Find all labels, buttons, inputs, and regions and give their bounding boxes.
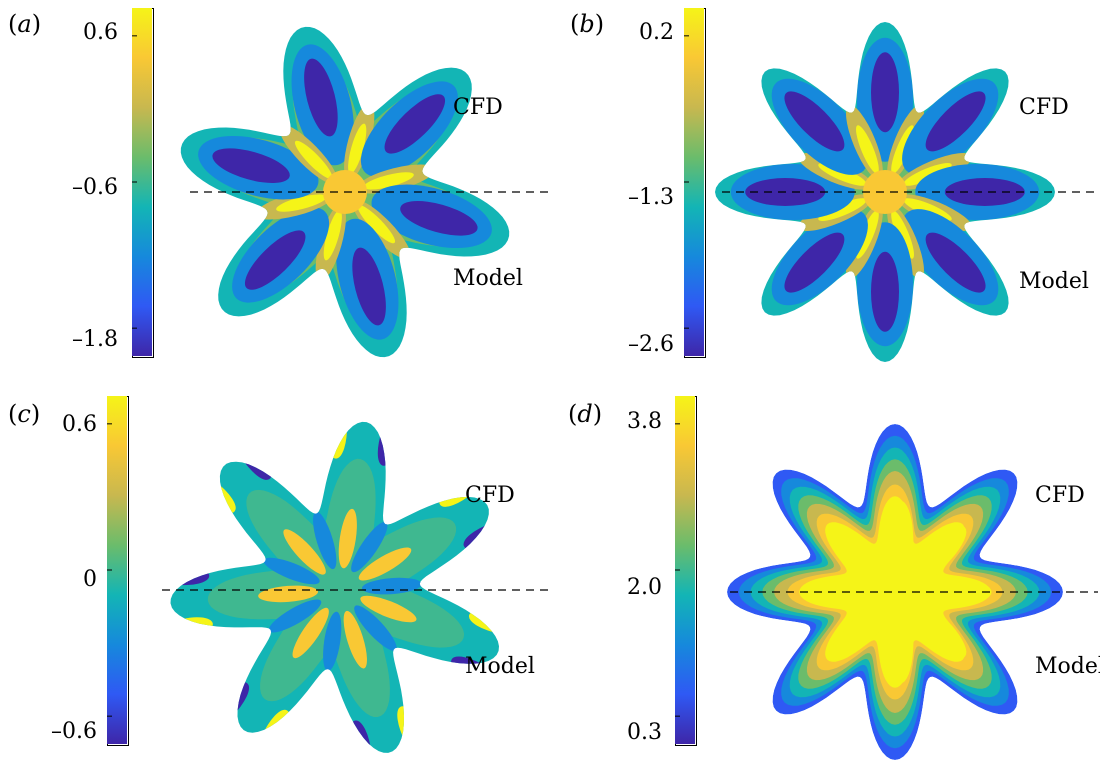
colorbar-tick-a-2: –1.8 <box>72 327 118 352</box>
contour-inner-c-9 <box>268 599 322 633</box>
colorbar-tick-d-0: 3.8 <box>627 409 662 434</box>
model-label-a: Model <box>453 266 523 291</box>
contour-inner-c-1 <box>351 521 388 573</box>
cfd-label-a: CFD <box>453 95 503 120</box>
contour-lobe-core-b-3 <box>925 232 986 293</box>
colorbar-tick-a-0: 0.6 <box>83 20 118 45</box>
panel-b: (b) 0.2 –1.3 –2.6 CFD Model <box>550 0 1100 382</box>
colorbar-fill-b <box>684 8 704 356</box>
contour-ridge-peak-b-1 <box>903 163 952 186</box>
contour-mid-c <box>207 458 465 717</box>
contour-edge-high-c-0 <box>322 421 348 459</box>
contour-field-d <box>727 424 1063 760</box>
contour-center-b <box>863 170 907 214</box>
cfd-label-b: CFD <box>1019 95 1069 120</box>
contour-inner-c-7 <box>323 611 342 672</box>
contour-lobe-core-b-7 <box>784 91 845 152</box>
contour-field-c <box>170 421 499 753</box>
contour-lobe-core-b-5 <box>784 232 845 293</box>
colorbar-fill-a <box>132 8 152 356</box>
contour-ridge-peak-a-4 <box>276 194 327 212</box>
contour-inner-c-13 <box>313 511 337 570</box>
contour-lobe-core-a-0 <box>304 58 338 137</box>
colorbar-tick-c-1: 0 <box>83 567 97 592</box>
contour-plot-a <box>132 8 548 358</box>
contour-ridge-peak-a-0 <box>348 123 367 174</box>
contour-inner-c-4 <box>360 595 417 623</box>
contour-lobe-core-b-0 <box>871 52 899 133</box>
contour-plot-c <box>107 396 548 753</box>
contour-ridge-peak-b-7 <box>856 125 879 174</box>
contour-inner-c-2 <box>358 547 412 581</box>
contour-ridge-peak-a-5 <box>294 140 333 179</box>
contour-ridge-peak-a-3 <box>323 210 342 261</box>
colorbar-tick-b-2: –2.6 <box>628 332 674 357</box>
cfd-label-d: CFD <box>1035 483 1085 508</box>
contour-inner-c-5 <box>354 605 397 651</box>
colorbar-tick-b-0: 0.2 <box>639 20 674 45</box>
contour-lobe-core-b-1 <box>925 91 986 152</box>
colorbar-tick-d-2: 0.3 <box>627 720 662 745</box>
panel-d: (d) 3.8 2.0 0.3 CFD Model <box>550 382 1100 764</box>
contour-inner-c-8 <box>292 607 329 659</box>
panel-c: (c) 0.6 0 –0.6 CFD Model <box>0 382 550 764</box>
contour-plot-d <box>675 396 1098 760</box>
panel-a: (a) 0.6 –0.6 –1.8 CFD Model <box>0 0 550 382</box>
contour-inner-c-12 <box>283 529 326 575</box>
contour-inner-c-0 <box>338 508 357 569</box>
cfd-label-c: CFD <box>465 483 515 508</box>
panel-label-c: (c) <box>8 400 41 428</box>
colorbar-tick-a-1: –0.6 <box>72 175 118 200</box>
contour-lobe-core-a-4 <box>244 230 306 290</box>
contour-ridge-peak-a-1 <box>363 172 414 190</box>
contour-inner-c-6 <box>343 610 367 669</box>
contour-lobe-core-a-3 <box>352 247 386 326</box>
model-label-b: Model <box>1019 269 1089 294</box>
contour-inner-c-11 <box>263 557 320 585</box>
model-label-d: Model <box>1035 654 1100 679</box>
contour-lobe-core-b-2 <box>944 178 1025 206</box>
contour-lobe-core-a-1 <box>384 94 446 154</box>
contour-field-b <box>715 22 1055 362</box>
contour-ridge-peak-a-2 <box>357 205 396 244</box>
panel-label-b: (b) <box>570 10 605 38</box>
contour-ridge-peak-b-5 <box>818 198 867 221</box>
colorbar-tick-d-1: 2.0 <box>627 575 662 600</box>
colorbar-tick-c-2: –0.6 <box>51 719 97 744</box>
contour-ridge-peak-b-3 <box>891 210 914 259</box>
contour-lobe-core-a-5 <box>212 148 290 183</box>
colorbar-tick-c-0: 0.6 <box>62 412 97 437</box>
colorbar-tick-b-1: –1.3 <box>628 185 674 210</box>
panel-label-a: (a) <box>8 10 42 38</box>
colorbar-fill-d <box>675 396 695 744</box>
contour-lobe-core-b-4 <box>871 251 899 332</box>
contour-plot-b <box>684 8 1098 362</box>
panel-label-d: (d) <box>568 400 603 428</box>
model-label-c: Model <box>465 654 535 679</box>
contour-lobe-core-a-2 <box>400 201 478 236</box>
colorbar-fill-c <box>107 396 127 744</box>
